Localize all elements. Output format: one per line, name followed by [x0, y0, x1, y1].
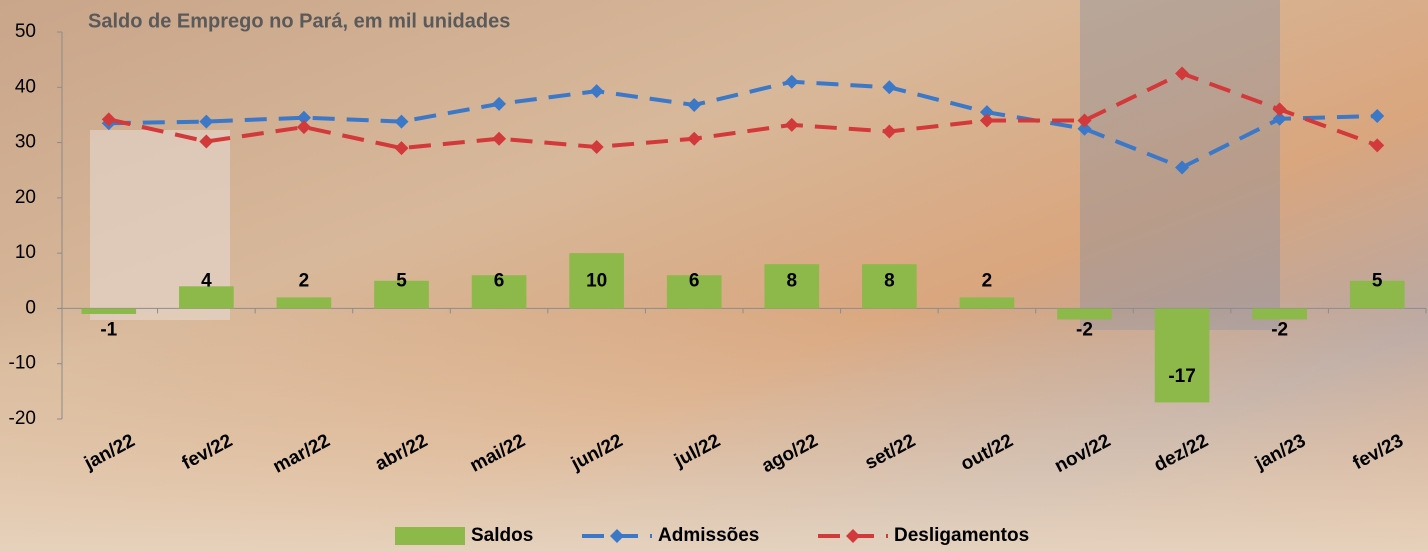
- legend-label: Desligamentos: [894, 525, 1029, 546]
- marker: [1272, 102, 1287, 117]
- bar: [1349, 280, 1405, 309]
- bar: [276, 297, 332, 309]
- marker: [1175, 66, 1190, 81]
- marker: [199, 134, 214, 149]
- y-tick-label: 50: [15, 21, 36, 42]
- bar: [374, 280, 429, 309]
- marker: [979, 105, 994, 120]
- marker: [589, 84, 604, 99]
- line: [108, 71, 1378, 151]
- y-tick-label: 40: [15, 76, 36, 97]
- background-ground: [0, 300, 1428, 551]
- data-label: 4: [201, 270, 212, 291]
- marker: [784, 74, 799, 89]
- bar: [862, 264, 917, 309]
- marker: [1370, 109, 1385, 124]
- legend-swatch: [395, 527, 465, 545]
- bar: [666, 275, 722, 309]
- marker: [1370, 138, 1385, 153]
- y-tick-label: -20: [9, 408, 36, 429]
- y-tick-label: 10: [15, 242, 36, 263]
- bar: [1252, 308, 1307, 320]
- legend-label: Admissões: [658, 525, 759, 546]
- data-label: 5: [396, 270, 407, 291]
- marker: [492, 131, 507, 146]
- marker: [296, 110, 311, 125]
- line: [108, 79, 1378, 170]
- marker: [784, 117, 799, 132]
- legend-marker: [610, 529, 624, 543]
- bar: [1057, 308, 1112, 320]
- marker: [589, 139, 604, 154]
- marker: [1272, 111, 1287, 126]
- data-label: 10: [586, 270, 607, 291]
- data-label: -17: [1168, 366, 1195, 387]
- bar: [471, 275, 527, 309]
- legend-label: Saldos: [471, 525, 533, 546]
- marker: [199, 114, 214, 129]
- data-label: 2: [982, 270, 993, 291]
- bar: [81, 308, 137, 314]
- chart-title: Saldo de Emprego no Pará, em mil unidade…: [88, 10, 510, 32]
- bar: [569, 253, 624, 309]
- data-label: 6: [689, 270, 700, 291]
- data-label: 8: [884, 270, 895, 291]
- y-tick-label: 30: [15, 132, 36, 153]
- marker: [1077, 113, 1092, 128]
- marker: [882, 80, 897, 95]
- legend-marker: [846, 529, 860, 543]
- data-label: -2: [1076, 319, 1093, 340]
- bar: [1154, 308, 1210, 403]
- bar: [179, 286, 234, 309]
- marker: [492, 96, 507, 111]
- marker: [1077, 121, 1092, 136]
- marker: [101, 112, 116, 127]
- data-label: 6: [494, 270, 505, 291]
- marker: [296, 120, 311, 135]
- marker: [394, 141, 409, 156]
- bar: [764, 264, 820, 309]
- marker: [1175, 160, 1190, 175]
- marker: [394, 114, 409, 129]
- bar: [959, 297, 1015, 309]
- marker: [687, 97, 702, 112]
- y-tick-label: 0: [25, 297, 36, 318]
- data-label: 2: [299, 270, 310, 291]
- data-label: -1: [100, 319, 117, 340]
- data-label: -2: [1271, 319, 1288, 340]
- data-label: 8: [786, 270, 797, 291]
- marker: [979, 113, 994, 128]
- y-tick-label: 20: [15, 187, 36, 208]
- y-tick-label: -10: [9, 353, 36, 374]
- data-label: 5: [1372, 270, 1383, 291]
- marker: [882, 124, 897, 139]
- marker: [687, 131, 702, 146]
